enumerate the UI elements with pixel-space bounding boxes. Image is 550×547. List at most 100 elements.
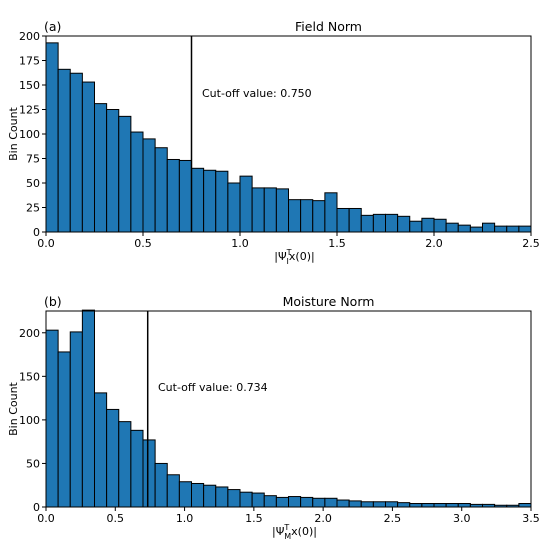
x-tick-label: 0.5: [107, 512, 125, 525]
histogram-bar: [288, 496, 302, 508]
histogram-bar: [227, 182, 241, 233]
histogram-bar: [81, 309, 95, 508]
histogram-bar: [118, 115, 132, 233]
histogram-panel-a: Cut-off value: 0.750 0.0 0.5 1.0 1.5 2.0 2.5 0 2…: [7, 19, 540, 266]
x-axis-label-sup: T: [286, 248, 292, 257]
histogram-bar: [130, 429, 144, 508]
histogram-bar: [57, 351, 71, 508]
histogram-bar: [409, 503, 423, 508]
histogram-bar: [154, 147, 168, 233]
histogram-bar: [178, 481, 192, 508]
histogram-bar: [106, 109, 120, 233]
histogram-bar: [506, 225, 520, 233]
histogram-bar: [215, 486, 229, 508]
x-tick-label: 0.0: [37, 237, 55, 250]
y-tick-label: 175: [19, 55, 40, 68]
histogram-bar: [312, 200, 326, 233]
histogram-bar: [372, 213, 386, 233]
histogram-bar: [118, 421, 132, 508]
x-axis-label-tail: x(0)|: [289, 250, 315, 263]
y-tick-label: 0: [33, 501, 40, 514]
histogram-bar: [300, 496, 314, 508]
histogram-bar: [178, 159, 192, 233]
panel-title: Field Norm: [295, 19, 362, 34]
histogram-bar: [130, 131, 144, 233]
x-tick-label: 2.0: [314, 512, 332, 525]
histogram-bar: [360, 501, 374, 508]
x-tick-label: 0.0: [37, 512, 55, 525]
histogram-bar: [69, 331, 83, 508]
x-tick-label: 2.5: [384, 512, 402, 525]
histogram-bar: [251, 187, 265, 233]
y-tick-label: 100: [19, 128, 40, 141]
histogram-bar: [433, 503, 447, 508]
histogram-bar: [69, 72, 83, 233]
y-tick-label: 25: [26, 202, 40, 215]
plot-frame: [45, 310, 532, 508]
histogram-bar: [482, 222, 496, 233]
y-tick-label: 75: [26, 153, 40, 166]
histogram-bar: [45, 329, 59, 508]
y-tick-label: 150: [19, 370, 40, 383]
y-tick-label: 50: [26, 177, 40, 190]
histogram-bar: [518, 503, 532, 508]
histogram-bar: [203, 169, 217, 233]
x-axis-label: |ΨT Ix(0)|: [274, 248, 314, 266]
histogram-bar: [324, 192, 338, 233]
histogram-bar: [166, 158, 180, 233]
histogram-bar: [457, 224, 471, 233]
y-tick-label: 50: [26, 457, 40, 470]
histogram-bar: [154, 462, 168, 508]
histogram-bar: [385, 213, 399, 233]
panel-title: Moisture Norm: [283, 294, 375, 309]
histogram-bar: [239, 175, 253, 233]
histogram-bar: [81, 81, 95, 233]
y-tick-label: 125: [19, 104, 40, 117]
y-tick-label: 150: [19, 79, 40, 92]
histogram-bar: [94, 103, 108, 233]
x-axis-label-sub: I: [287, 257, 289, 266]
y-axis-label: Bin Count: [7, 106, 20, 160]
cutoff-annotation: Cut-off value: 0.750: [202, 87, 312, 100]
x-tick-label: 3.0: [453, 512, 471, 525]
x-tick-label: 1.0: [231, 237, 249, 250]
histogram-bar: [166, 474, 180, 508]
histogram-bar: [251, 492, 265, 508]
histogram-bar: [336, 207, 350, 233]
histogram-bar: [494, 225, 508, 233]
x-tick-label: 1.5: [245, 512, 263, 525]
histogram-bar: [360, 214, 374, 233]
panel-label: (a): [44, 19, 61, 34]
cutoff-annotation: Cut-off value: 0.734: [158, 381, 268, 394]
histogram-bar: [336, 499, 350, 508]
histogram-bar: [142, 138, 156, 233]
histogram-bar: [421, 503, 435, 508]
histogram-bar: [275, 188, 289, 233]
histogram-bar: [421, 217, 435, 233]
x-tick-label: 0.5: [134, 237, 152, 250]
histogram-bar: [263, 495, 277, 508]
y-tick-label: 0: [33, 226, 40, 239]
histogram-bar: [45, 42, 59, 233]
histogram-bar: [469, 226, 483, 233]
x-axis-label-sub: M: [284, 532, 291, 541]
histogram-bar: [445, 503, 459, 508]
histogram-bar: [397, 502, 411, 508]
histogram-bar: [385, 501, 399, 508]
histogram-bar: [348, 207, 362, 233]
histogram-bar: [275, 496, 289, 508]
histogram-bar: [57, 68, 71, 233]
x-tick-label: 3.5: [522, 512, 540, 525]
histogram-bar: [191, 167, 205, 233]
histogram-bar: [288, 199, 302, 233]
x-axis-label-main: |Ψ: [272, 525, 285, 538]
histogram-bar: [142, 439, 156, 508]
panel-label: (b): [44, 294, 62, 309]
histogram-bar: [239, 491, 253, 508]
x-tick-label: 2.0: [425, 237, 443, 250]
y-axis-label: Bin Count: [7, 381, 20, 435]
histogram-bar: [94, 392, 108, 508]
x-axis-label: |ΨT Mx(0)|: [272, 523, 317, 541]
histogram-bar: [227, 489, 241, 508]
